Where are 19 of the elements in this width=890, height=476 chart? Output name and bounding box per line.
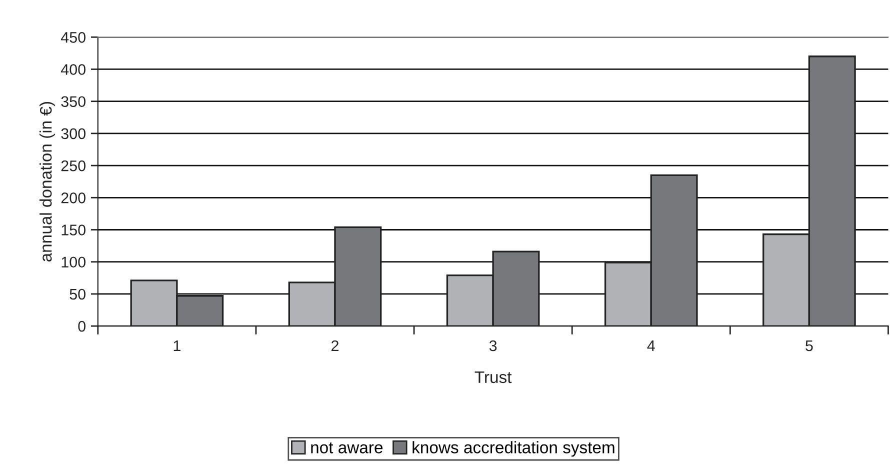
y-tick-label: 50 xyxy=(70,288,86,300)
y-axis-title: annual donation (in €) xyxy=(40,102,56,262)
legend-label: knows accreditation system xyxy=(412,441,614,457)
x-tick-label: 1 xyxy=(174,340,180,352)
y-tick-label: 100 xyxy=(62,256,86,268)
x-tick-label: 5 xyxy=(806,340,813,352)
x-axis-title: Trust xyxy=(474,371,512,384)
y-tick-label: 150 xyxy=(62,224,86,236)
x-tick-label: 3 xyxy=(489,340,497,352)
x-tick-label: 4 xyxy=(647,340,655,352)
y-tick-label: 450 xyxy=(60,32,86,43)
y-tick-label: 0 xyxy=(78,320,86,332)
y-tick-label: 300 xyxy=(61,128,86,140)
x-tick-label: 2 xyxy=(332,340,338,352)
y-tick-label: 200 xyxy=(61,192,86,204)
y-tick-label: 250 xyxy=(61,160,86,172)
y-tick-label: 350 xyxy=(61,96,86,108)
y-tick-label: 400 xyxy=(60,64,86,75)
legend-label: not aware xyxy=(311,442,383,454)
